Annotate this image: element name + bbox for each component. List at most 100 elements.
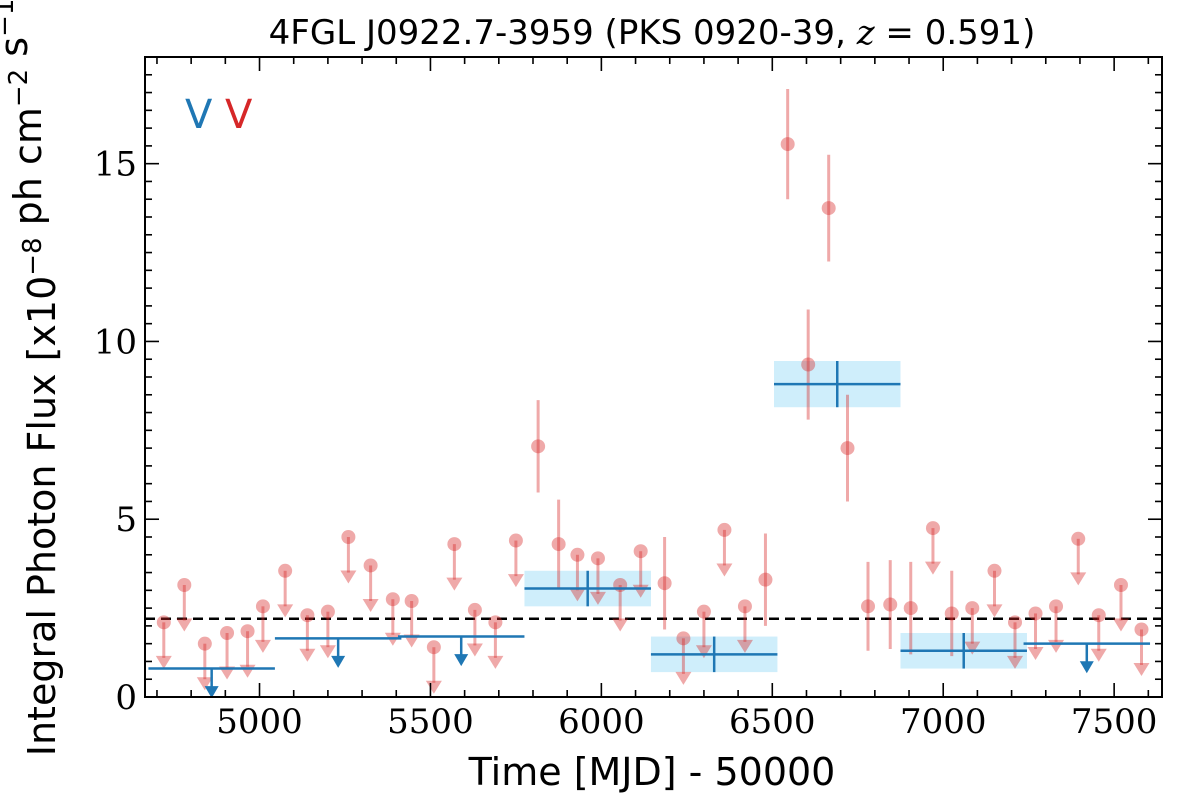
upper-limit-point bbox=[255, 599, 270, 614]
detection-point bbox=[657, 576, 672, 591]
upper-limit-point bbox=[925, 521, 940, 536]
chart-title: 4FGL J0922.7-3959 (PKS 0920-39, z = 0.59… bbox=[269, 13, 1036, 53]
x-axis-label: Time [MJD] - 50000 bbox=[468, 750, 836, 794]
detection-point bbox=[883, 597, 898, 612]
x-tick-label: 6500 bbox=[729, 702, 816, 742]
upper-limit-arrow bbox=[254, 639, 271, 653]
upper-limit-point bbox=[717, 522, 732, 537]
upper-limit-arrow bbox=[331, 655, 346, 668]
upper-limit-arrow bbox=[1007, 655, 1024, 669]
plot-frame bbox=[144, 56, 1163, 698]
detection-point bbox=[758, 572, 773, 587]
upper-limit-point bbox=[1008, 615, 1023, 630]
detection-point bbox=[903, 601, 918, 616]
upper-limit-arrow bbox=[319, 645, 336, 659]
upper-limit-point bbox=[737, 599, 752, 614]
upper-limit-arrow bbox=[1133, 663, 1150, 676]
upper-limit-arrow bbox=[487, 655, 504, 669]
upper-limit-arrow bbox=[425, 680, 442, 694]
y-axis-label: Integral Photon Flux [x10−8 ph cm−2 s−1] bbox=[0, 0, 64, 756]
upper-limit-point bbox=[467, 602, 482, 617]
upper-limit-point bbox=[1028, 606, 1043, 621]
upper-limit-arrow bbox=[204, 686, 219, 697]
upper-limit-point bbox=[1091, 608, 1106, 623]
plot-area bbox=[145, 89, 1162, 697]
upper-limit-arrow bbox=[1079, 661, 1094, 674]
upper-limit-point bbox=[320, 604, 335, 619]
legend-mark: V bbox=[225, 92, 253, 138]
upper-limit-arrow bbox=[176, 618, 193, 632]
upper-limit-arrow bbox=[1070, 572, 1087, 586]
upper-limit-arrow bbox=[362, 599, 379, 612]
detection-point bbox=[840, 441, 855, 456]
y-tick-label: 0 bbox=[115, 678, 137, 718]
detection-point bbox=[944, 606, 959, 621]
upper-limit-arrow bbox=[736, 639, 753, 653]
upper-limit-arrow bbox=[155, 655, 172, 669]
upper-limit-point bbox=[965, 601, 980, 616]
upper-limit-arrow bbox=[589, 591, 606, 605]
detection-point bbox=[801, 357, 816, 372]
upper-limit-point bbox=[1071, 531, 1086, 546]
detection-point bbox=[780, 137, 795, 152]
upper-limit-point bbox=[426, 640, 441, 655]
upper-limit-arrow bbox=[695, 645, 712, 659]
detection-point bbox=[821, 201, 836, 216]
plot-contents bbox=[145, 89, 1162, 697]
upper-limit-point bbox=[341, 530, 356, 544]
axes: 5000 5500 6000 6500 7000 7500 0 5 10 15 bbox=[94, 56, 1163, 742]
upper-limit-point bbox=[177, 578, 192, 592]
upper-limit-arrow bbox=[1027, 647, 1044, 660]
upper-limit-point bbox=[220, 626, 235, 640]
upper-limit-arrow bbox=[924, 561, 941, 575]
upper-limit-arrow bbox=[239, 664, 256, 678]
upper-limit-arrow bbox=[986, 604, 1003, 618]
upper-limit-point bbox=[676, 631, 691, 646]
upper-limit-point bbox=[197, 636, 212, 651]
x-tick-label: 7500 bbox=[1071, 702, 1158, 742]
upper-limit-arrow bbox=[299, 648, 316, 662]
legend-mark: V bbox=[185, 92, 213, 138]
x-tick-label: 5500 bbox=[387, 702, 474, 742]
upper-limit-arrow bbox=[964, 641, 981, 655]
upper-limit-arrow bbox=[612, 618, 629, 632]
upper-limit-point bbox=[447, 537, 462, 552]
upper-limit-point bbox=[633, 544, 648, 559]
detection-point bbox=[861, 599, 876, 614]
upper-limit-arrow bbox=[716, 563, 733, 577]
upper-limit-point bbox=[240, 624, 255, 639]
upper-limit-point bbox=[300, 608, 315, 623]
upper-limit-point bbox=[363, 558, 378, 573]
upper-limit-arrow bbox=[454, 654, 469, 667]
upper-limit-point bbox=[696, 604, 711, 619]
detection-point bbox=[531, 439, 546, 454]
upper-limit-point bbox=[1134, 622, 1149, 637]
upper-limit-point bbox=[488, 615, 503, 630]
upper-limit-arrow bbox=[675, 671, 692, 685]
upper-limit-point bbox=[278, 563, 293, 578]
upper-limit-arrow bbox=[1090, 648, 1107, 662]
y-tick-label: 15 bbox=[94, 145, 137, 185]
upper-limit-arrow bbox=[1048, 639, 1065, 653]
upper-limit-point bbox=[570, 547, 585, 562]
y-tick-label: 5 bbox=[115, 500, 137, 540]
upper-limit-arrow bbox=[277, 604, 294, 618]
upper-limit-point bbox=[1049, 599, 1064, 614]
upper-limit-arrow bbox=[569, 588, 586, 602]
upper-limit-arrow bbox=[1112, 618, 1129, 632]
x-tick-label: 5000 bbox=[216, 702, 303, 742]
upper-limit-arrow bbox=[340, 570, 357, 584]
upper-limit-point bbox=[613, 578, 628, 592]
detection-point bbox=[551, 537, 566, 552]
upper-limit-point bbox=[987, 563, 1002, 578]
y-tick-label: 10 bbox=[94, 322, 137, 362]
upper-limit-arrow bbox=[466, 643, 483, 657]
upper-limit-arrow bbox=[196, 677, 213, 691]
upper-limit-point bbox=[404, 594, 419, 608]
upper-limit-point bbox=[1113, 578, 1128, 592]
upper-limit-arrow bbox=[446, 577, 463, 591]
x-tick-label: 6000 bbox=[558, 702, 645, 742]
upper-limit-point bbox=[385, 592, 400, 607]
